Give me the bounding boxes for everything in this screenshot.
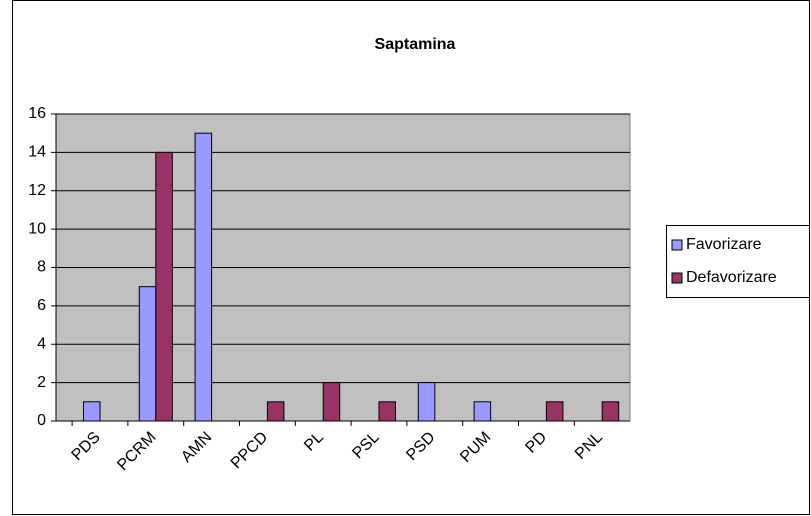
bar xyxy=(378,401,396,422)
bar xyxy=(155,151,173,422)
y-tick-label: 12 xyxy=(28,182,46,199)
y-tick-label: 6 xyxy=(37,297,46,314)
y-tick-label: 0 xyxy=(37,412,46,429)
legend-swatch xyxy=(671,272,683,284)
bar xyxy=(601,401,620,422)
bar xyxy=(473,401,492,422)
y-tick-label: 8 xyxy=(37,259,46,276)
y-tick-label: 4 xyxy=(37,335,46,352)
legend-label: Favorizare xyxy=(686,236,762,253)
y-tick-label: 14 xyxy=(28,144,46,161)
legend xyxy=(666,225,810,298)
bar xyxy=(138,286,157,422)
bar xyxy=(322,382,341,422)
bar xyxy=(194,132,213,422)
bar xyxy=(417,382,436,422)
legend-label: Defavorizare xyxy=(686,269,777,286)
y-tick-label: 16 xyxy=(28,105,46,122)
bar xyxy=(83,401,101,422)
y-tick-label: 2 xyxy=(37,374,46,391)
chart-title: Saptamina xyxy=(375,36,456,53)
legend-swatch xyxy=(671,239,683,251)
y-tick-label: 10 xyxy=(28,220,46,237)
bar xyxy=(266,401,285,422)
bar xyxy=(545,401,564,422)
